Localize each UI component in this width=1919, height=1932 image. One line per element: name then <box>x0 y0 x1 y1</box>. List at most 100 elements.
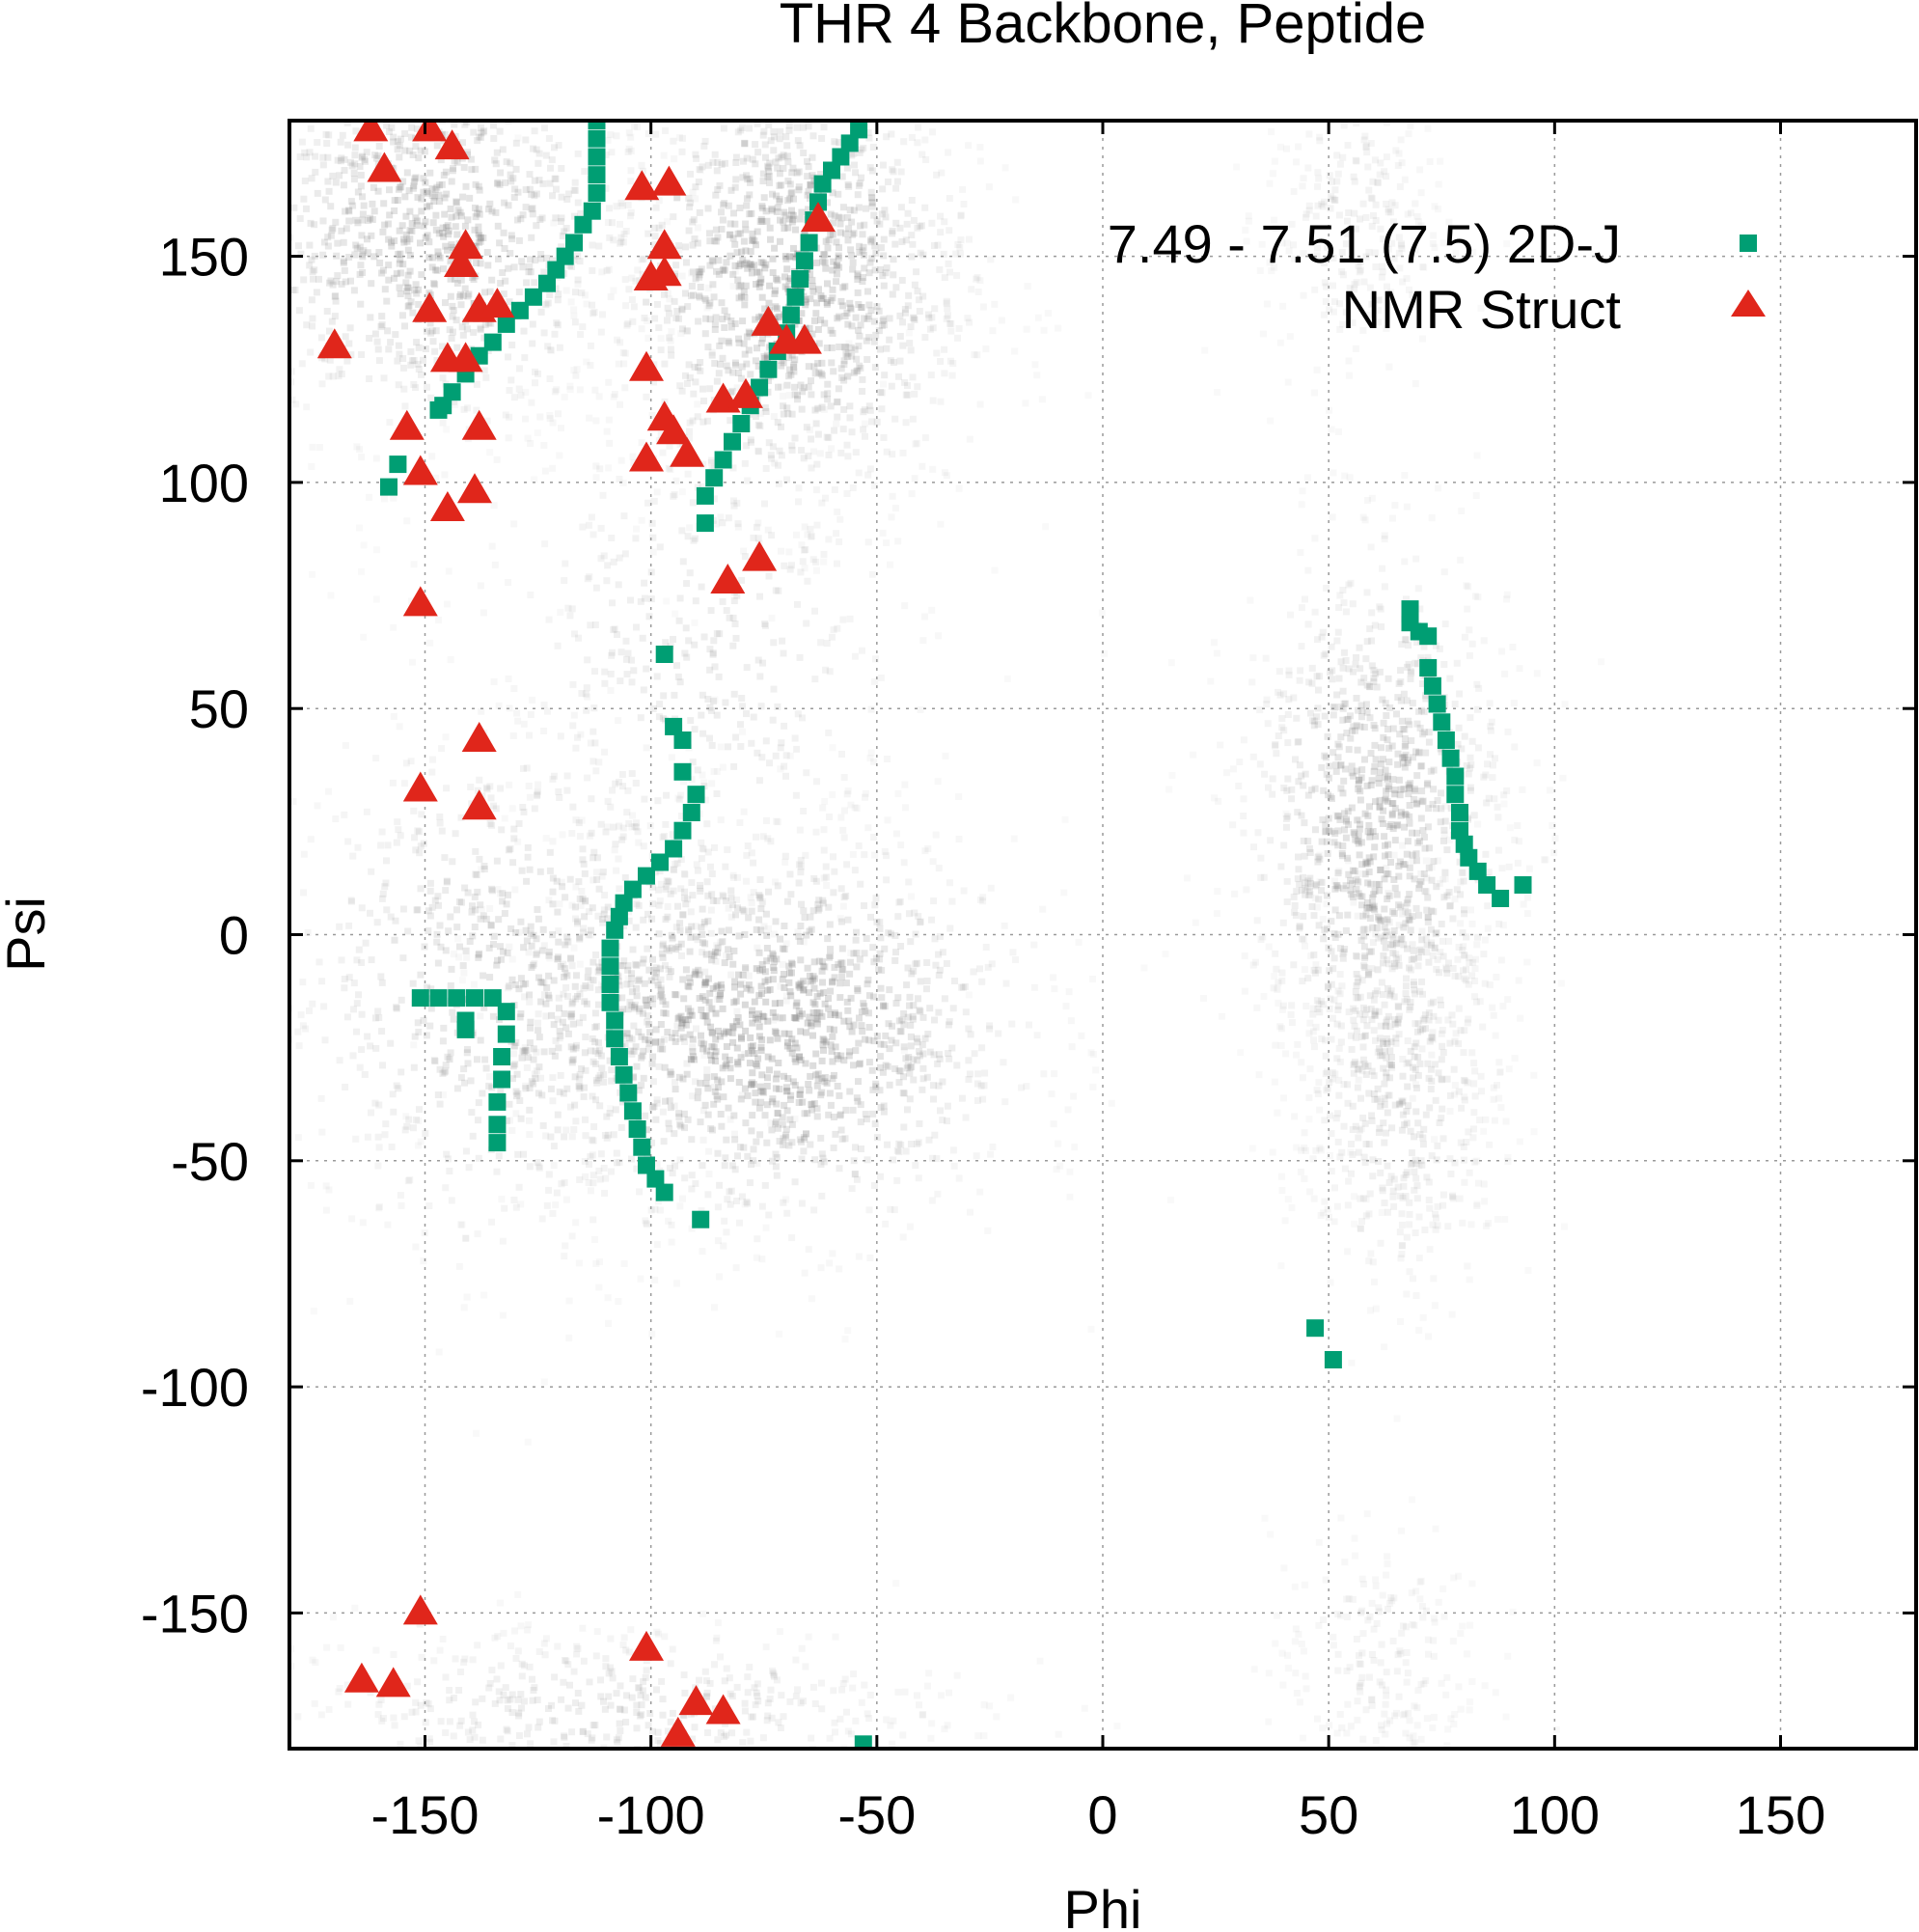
data-point-square <box>456 1020 475 1038</box>
data-series <box>316 121 1532 1749</box>
data-point-square <box>497 1003 515 1021</box>
data-point-square <box>623 880 642 898</box>
data-point-square <box>840 134 859 152</box>
data-point-square <box>791 270 809 288</box>
data-point-square <box>483 333 502 351</box>
data-point-triangle <box>402 455 438 485</box>
data-point-triangle <box>624 170 660 201</box>
data-point-square <box>651 853 669 871</box>
data-point-triangle <box>375 1667 411 1697</box>
data-point-triangle <box>461 409 497 440</box>
data-point-triangle <box>742 540 778 571</box>
data-point-triangle <box>402 771 438 802</box>
x-tick-label: -150 <box>370 1784 479 1845</box>
data-point-triangle <box>343 1662 379 1693</box>
data-point-triangle <box>461 789 497 820</box>
data-point-square <box>1514 876 1532 894</box>
data-point-square <box>606 1030 624 1048</box>
data-point-square <box>1446 786 1465 804</box>
data-point-square <box>665 840 683 858</box>
data-point-square <box>638 867 655 885</box>
data-point-square <box>800 234 818 252</box>
data-point-square <box>601 939 619 957</box>
data-point-square <box>601 957 619 976</box>
data-point-square <box>615 1065 633 1084</box>
data-point-triangle <box>705 1694 741 1725</box>
data-point-square <box>673 731 692 749</box>
legend-marker-triangle <box>1731 290 1766 317</box>
x-tick-label: -50 <box>837 1784 916 1845</box>
density-region <box>1162 240 1605 1228</box>
data-point-square <box>655 646 673 663</box>
y-tick-label: 150 <box>159 227 249 288</box>
data-point-square <box>606 921 624 939</box>
data-point-square <box>488 1092 507 1111</box>
legend-label-2d-j: 7.49 - 7.51 (7.5) 2D-J <box>1108 213 1621 274</box>
data-point-square <box>588 129 606 148</box>
data-point-square <box>665 717 683 735</box>
x-tick-label: 100 <box>1510 1784 1600 1845</box>
data-point-triangle <box>629 1630 664 1661</box>
data-point-square <box>588 121 606 129</box>
chart-title: THR 4 Backbone, Peptide <box>780 0 1427 55</box>
grid <box>289 121 1916 1749</box>
y-tick-label: 0 <box>219 905 249 966</box>
data-point-square <box>623 1102 642 1120</box>
data-point-square <box>1455 835 1473 853</box>
legend: 7.49 - 7.51 (7.5) 2D-J NMR Struct <box>1108 213 1766 340</box>
data-point-square <box>1419 627 1438 646</box>
data-point-triangle <box>389 409 425 440</box>
data-point-square <box>714 451 732 469</box>
data-point-square <box>1441 749 1460 767</box>
data-point-triangle <box>412 291 448 322</box>
data-point-square <box>615 894 633 912</box>
data-point-triangle <box>786 323 822 354</box>
data-point-triangle <box>801 202 836 233</box>
data-point-square <box>696 486 714 505</box>
data-point-square <box>588 166 606 184</box>
data-point-triangle <box>444 247 479 277</box>
density-background <box>289 121 1605 1749</box>
data-point-square <box>565 234 583 252</box>
density-region <box>392 696 1313 1343</box>
data-point-square <box>556 247 574 265</box>
data-point-square <box>448 989 466 1007</box>
data-point-square <box>786 288 805 306</box>
data-point-square <box>606 1011 624 1030</box>
data-point-square <box>583 202 601 220</box>
data-point-triangle <box>751 305 786 336</box>
data-point-square <box>781 306 800 324</box>
x-tick-label: -100 <box>597 1784 705 1845</box>
data-point-square <box>823 161 840 179</box>
data-point-square <box>1419 659 1438 676</box>
data-point-square <box>638 1156 655 1174</box>
data-point-triangle <box>629 350 664 381</box>
data-point-square <box>588 148 606 166</box>
data-point-triangle <box>480 288 515 318</box>
data-point-square <box>795 252 813 270</box>
data-point-square <box>493 1070 511 1089</box>
data-point-square <box>1478 876 1496 894</box>
data-point-triangle <box>434 129 470 160</box>
data-point-square <box>547 261 565 279</box>
data-point-square <box>488 1116 507 1134</box>
data-point-square <box>751 378 769 397</box>
data-point-square <box>601 976 619 993</box>
data-point-square <box>1306 1319 1325 1338</box>
y-tick-label: -150 <box>141 1583 249 1643</box>
data-point-square <box>483 989 502 1007</box>
x-tick-label: 50 <box>1299 1784 1358 1845</box>
data-point-square <box>646 1170 665 1188</box>
data-point-square <box>380 478 398 496</box>
axis-ticks: -150 -100 -50 0 50 100 150 -150 -100 -50 0 50 100 150 <box>141 121 1916 1845</box>
data-point-square <box>687 786 705 804</box>
data-point-square <box>497 1025 515 1043</box>
data-point-square <box>610 1048 628 1065</box>
data-point-square <box>732 415 751 432</box>
series-triangle <box>316 121 836 1747</box>
y-tick-label: 100 <box>159 453 249 513</box>
x-tick-label: 0 <box>1087 1784 1117 1845</box>
data-point-triangle <box>670 436 705 467</box>
data-point-square <box>692 1210 710 1228</box>
data-point-square <box>682 804 700 821</box>
